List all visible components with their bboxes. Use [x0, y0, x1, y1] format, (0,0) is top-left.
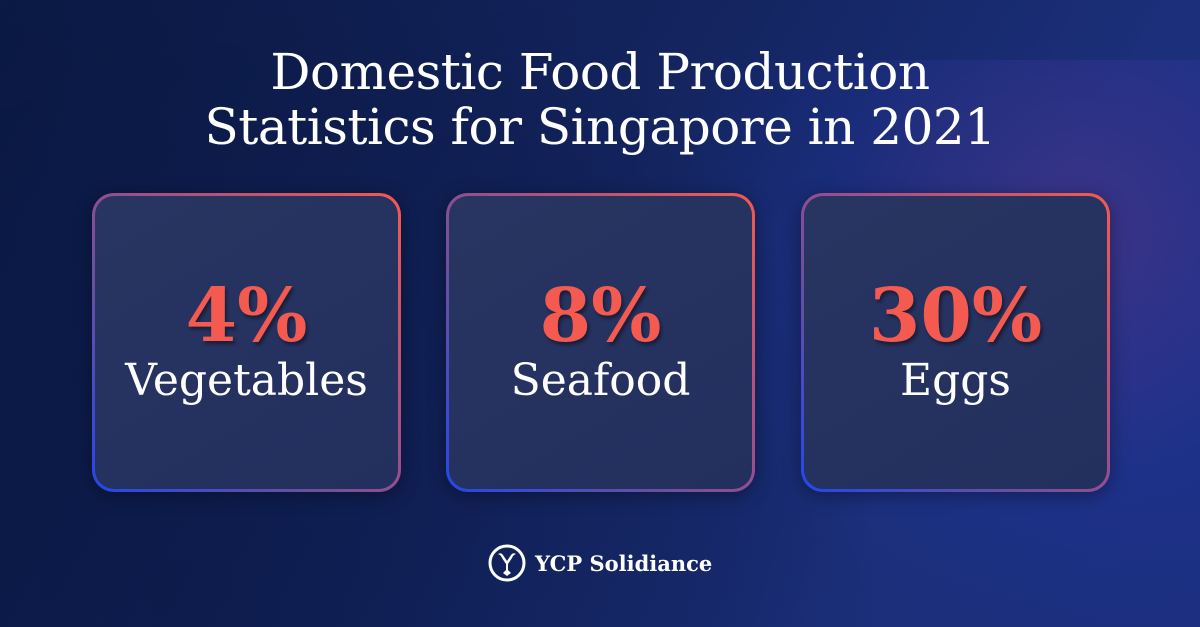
stat-value: 8% [539, 272, 662, 359]
brand-logo: YCP Solidiance [487, 543, 712, 583]
stat-card-eggs: 30% Eggs [801, 193, 1110, 492]
stat-label: Vegetables [125, 354, 368, 406]
title-line-2: Statistics for Singapore in 2021 [204, 98, 996, 156]
stat-value: 4% [185, 272, 308, 359]
stat-card-vegetables: 4% Vegetables [92, 193, 401, 492]
stat-card-seafood: 8% Seafood [446, 193, 755, 492]
ycp-logo-icon [488, 544, 526, 582]
brand-name: YCP Solidiance [535, 550, 713, 576]
title-line-1: Domestic Food Production [270, 43, 930, 101]
stat-label: Eggs [899, 354, 1012, 406]
page-title: Domestic Food Production Statistics for … [0, 45, 1200, 155]
stat-label: Seafood [510, 354, 691, 406]
stat-value: 30% [868, 272, 1043, 359]
